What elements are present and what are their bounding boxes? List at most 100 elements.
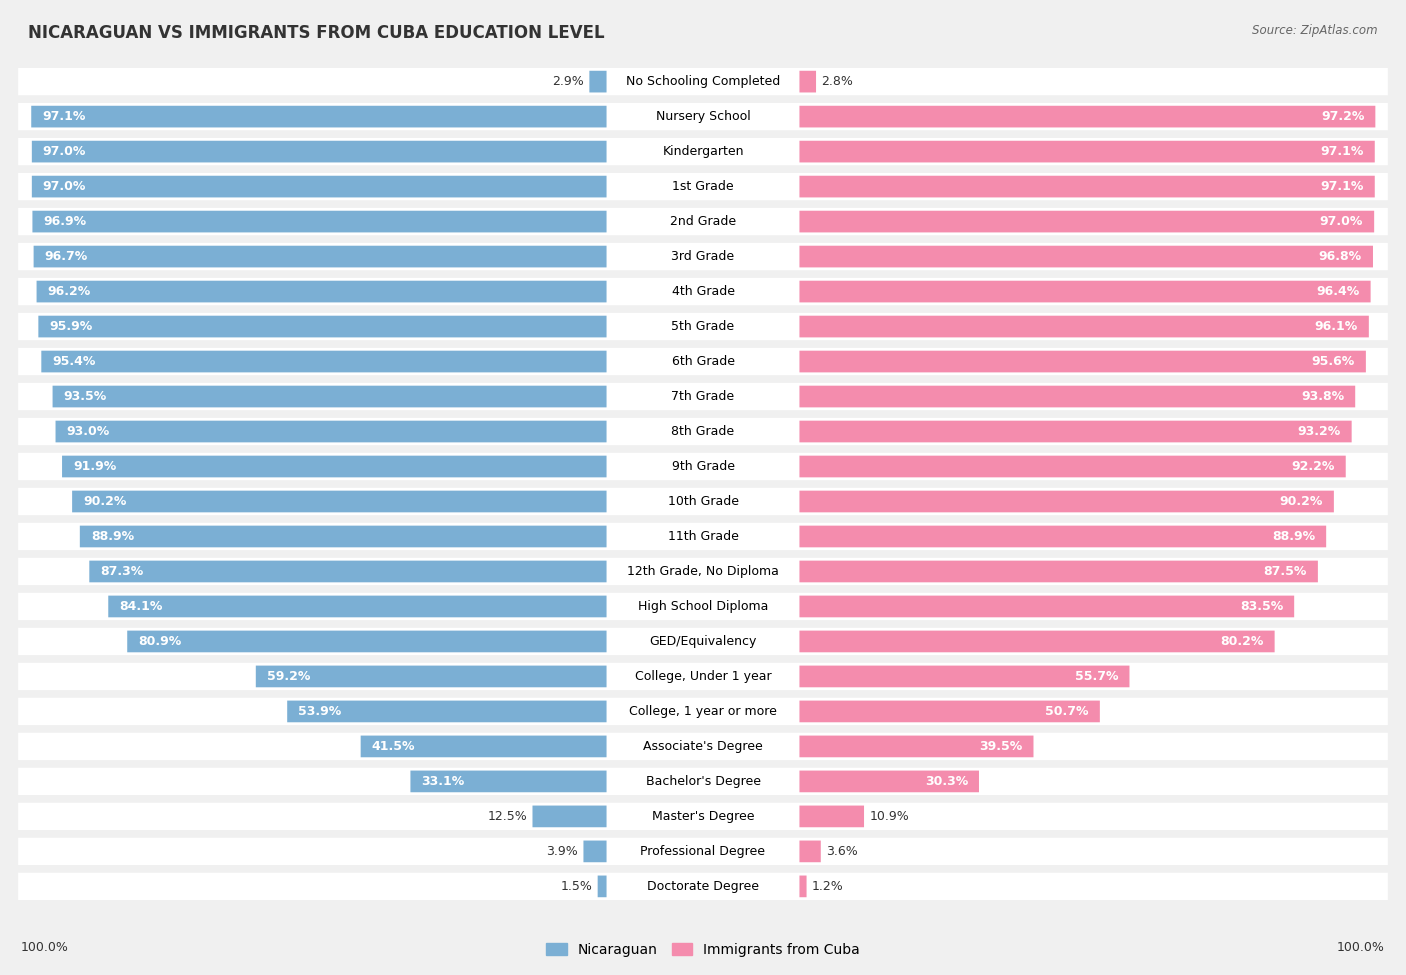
FancyBboxPatch shape: [18, 243, 1388, 270]
FancyBboxPatch shape: [127, 631, 606, 652]
Text: 97.0%: 97.0%: [42, 180, 86, 193]
Text: NICARAGUAN VS IMMIGRANTS FROM CUBA EDUCATION LEVEL: NICARAGUAN VS IMMIGRANTS FROM CUBA EDUCA…: [28, 24, 605, 42]
Text: 92.2%: 92.2%: [1291, 460, 1334, 473]
FancyBboxPatch shape: [41, 351, 606, 372]
Legend: Nicaraguan, Immigrants from Cuba: Nicaraguan, Immigrants from Cuba: [540, 937, 866, 962]
Text: 53.9%: 53.9%: [298, 705, 342, 718]
FancyBboxPatch shape: [800, 140, 1375, 163]
FancyBboxPatch shape: [108, 596, 606, 617]
FancyBboxPatch shape: [800, 561, 1317, 582]
Text: 96.2%: 96.2%: [48, 285, 91, 298]
FancyBboxPatch shape: [800, 701, 1099, 722]
Text: Associate's Degree: Associate's Degree: [643, 740, 763, 753]
Text: 97.1%: 97.1%: [1320, 145, 1364, 158]
FancyBboxPatch shape: [800, 351, 1365, 372]
Text: Source: ZipAtlas.com: Source: ZipAtlas.com: [1253, 24, 1378, 37]
Text: 96.1%: 96.1%: [1315, 320, 1358, 333]
FancyBboxPatch shape: [598, 876, 606, 897]
FancyBboxPatch shape: [18, 383, 1388, 410]
Text: 91.9%: 91.9%: [73, 460, 117, 473]
Text: 33.1%: 33.1%: [422, 775, 465, 788]
Text: GED/Equivalency: GED/Equivalency: [650, 635, 756, 648]
Text: 1.2%: 1.2%: [813, 879, 844, 893]
FancyBboxPatch shape: [55, 420, 606, 443]
Text: 2.9%: 2.9%: [553, 75, 583, 88]
FancyBboxPatch shape: [18, 137, 1388, 165]
Text: 3.9%: 3.9%: [546, 845, 578, 858]
FancyBboxPatch shape: [52, 386, 606, 408]
FancyBboxPatch shape: [800, 840, 821, 862]
Text: No Schooling Completed: No Schooling Completed: [626, 75, 780, 88]
Text: 30.3%: 30.3%: [925, 775, 967, 788]
Text: College, Under 1 year: College, Under 1 year: [634, 670, 772, 682]
FancyBboxPatch shape: [800, 211, 1374, 232]
Text: 59.2%: 59.2%: [267, 670, 311, 682]
Text: 97.1%: 97.1%: [42, 110, 86, 123]
FancyBboxPatch shape: [800, 420, 1351, 443]
FancyBboxPatch shape: [256, 666, 606, 687]
Text: College, 1 year or more: College, 1 year or more: [628, 705, 778, 718]
Text: 6th Grade: 6th Grade: [672, 355, 734, 368]
Text: 100.0%: 100.0%: [21, 941, 69, 954]
Text: 97.1%: 97.1%: [1320, 180, 1364, 193]
Text: 41.5%: 41.5%: [371, 740, 415, 753]
Text: 97.0%: 97.0%: [1320, 215, 1364, 228]
Text: 1.5%: 1.5%: [560, 879, 592, 893]
FancyBboxPatch shape: [800, 386, 1355, 408]
Text: 80.9%: 80.9%: [138, 635, 181, 648]
FancyBboxPatch shape: [583, 840, 606, 862]
Text: 3rd Grade: 3rd Grade: [672, 250, 734, 263]
FancyBboxPatch shape: [18, 802, 1388, 830]
FancyBboxPatch shape: [800, 246, 1374, 267]
FancyBboxPatch shape: [18, 733, 1388, 761]
FancyBboxPatch shape: [800, 631, 1275, 652]
FancyBboxPatch shape: [589, 71, 606, 93]
FancyBboxPatch shape: [800, 735, 1033, 758]
Text: 4th Grade: 4th Grade: [672, 285, 734, 298]
FancyBboxPatch shape: [18, 558, 1388, 585]
Text: 93.0%: 93.0%: [66, 425, 110, 438]
FancyBboxPatch shape: [800, 526, 1326, 547]
Text: 8th Grade: 8th Grade: [672, 425, 734, 438]
FancyBboxPatch shape: [18, 523, 1388, 550]
Text: 39.5%: 39.5%: [979, 740, 1022, 753]
Text: 84.1%: 84.1%: [120, 600, 163, 613]
Text: 83.5%: 83.5%: [1240, 600, 1284, 613]
Text: 11th Grade: 11th Grade: [668, 530, 738, 543]
Text: 87.5%: 87.5%: [1264, 565, 1306, 578]
FancyBboxPatch shape: [533, 805, 606, 827]
FancyBboxPatch shape: [38, 316, 606, 337]
Text: 88.9%: 88.9%: [1272, 530, 1315, 543]
Text: 87.3%: 87.3%: [100, 565, 143, 578]
Text: High School Diploma: High School Diploma: [638, 600, 768, 613]
FancyBboxPatch shape: [800, 666, 1129, 687]
Text: 10.9%: 10.9%: [869, 810, 910, 823]
FancyBboxPatch shape: [18, 418, 1388, 446]
Text: 93.2%: 93.2%: [1298, 425, 1341, 438]
Text: 90.2%: 90.2%: [1279, 495, 1323, 508]
FancyBboxPatch shape: [411, 770, 606, 793]
Text: 93.8%: 93.8%: [1301, 390, 1344, 403]
Text: 55.7%: 55.7%: [1076, 670, 1118, 682]
FancyBboxPatch shape: [62, 455, 606, 478]
Text: Master's Degree: Master's Degree: [652, 810, 754, 823]
Text: 2nd Grade: 2nd Grade: [669, 215, 737, 228]
Text: 9th Grade: 9th Grade: [672, 460, 734, 473]
Text: 96.8%: 96.8%: [1319, 250, 1362, 263]
FancyBboxPatch shape: [90, 561, 606, 582]
FancyBboxPatch shape: [18, 452, 1388, 480]
Text: 2.8%: 2.8%: [821, 75, 853, 88]
FancyBboxPatch shape: [800, 596, 1294, 617]
Text: 88.9%: 88.9%: [91, 530, 134, 543]
Text: 7th Grade: 7th Grade: [672, 390, 734, 403]
FancyBboxPatch shape: [32, 211, 606, 232]
Text: 96.4%: 96.4%: [1316, 285, 1360, 298]
FancyBboxPatch shape: [72, 490, 606, 512]
Text: 93.5%: 93.5%: [63, 390, 107, 403]
Text: 12.5%: 12.5%: [488, 810, 527, 823]
FancyBboxPatch shape: [18, 348, 1388, 375]
FancyBboxPatch shape: [800, 455, 1346, 478]
Text: 12th Grade, No Diploma: 12th Grade, No Diploma: [627, 565, 779, 578]
Text: Kindergarten: Kindergarten: [662, 145, 744, 158]
FancyBboxPatch shape: [18, 873, 1388, 900]
